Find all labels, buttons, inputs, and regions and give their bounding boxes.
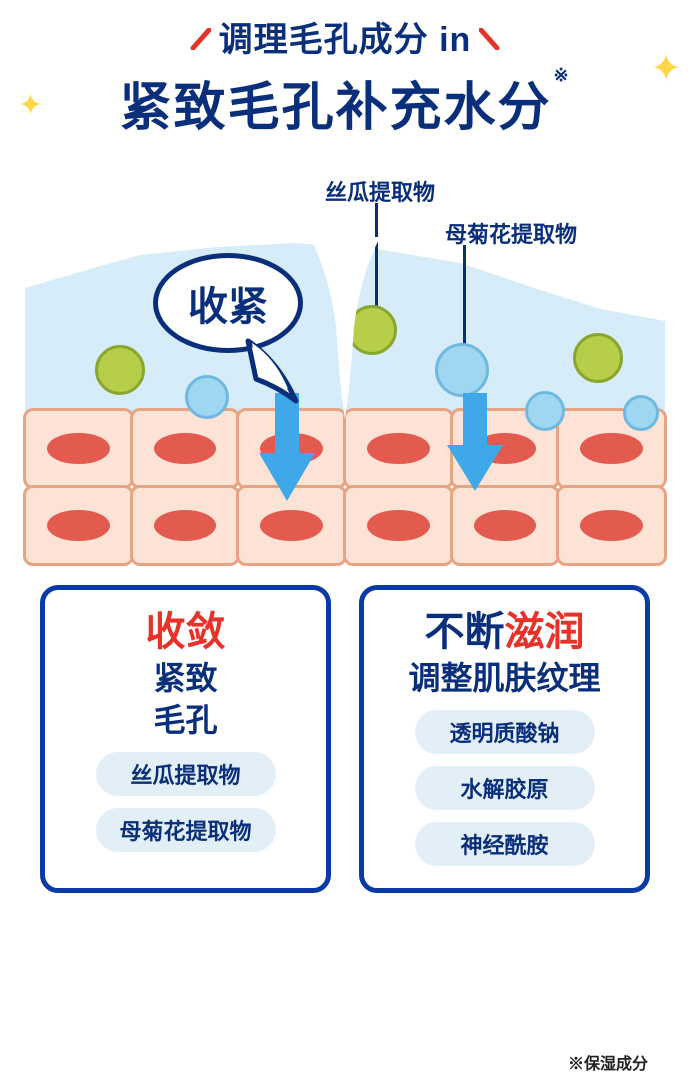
bubble-blue [623,395,659,431]
cell-nucleus [47,433,110,465]
skin-layer [25,410,665,565]
pill-list: 透明质酸钠水解胶原神经酰胺 [378,710,631,866]
box-right-title: 不断滋润 [378,608,631,656]
ingredient-label-1: 丝瓜提取物 [325,175,435,207]
lead-line [463,245,466,355]
cell-nucleus [154,510,217,542]
skin-cell [130,485,241,566]
title-line-1-in: in [429,21,472,59]
title-line-1-pre: 调理毛孔成分 [219,21,429,59]
cell-nucleus [260,510,323,542]
box-left-title: 收敛 [59,608,312,656]
box-left-title-em: 收敛 [146,610,226,654]
skin-cell [130,408,241,489]
cell-nucleus [47,510,110,542]
pore-shape [310,237,380,422]
box-right-title-pre: 不断 [425,610,505,654]
skin-cell [556,485,667,566]
bubble-blue [435,343,489,397]
cell-nucleus [154,433,217,465]
skin-row [25,487,665,564]
info-box-right: 不断滋润 调整肌肤纹理 透明质酸钠水解胶原神经酰胺 [359,585,650,893]
box-right-title-em: 滋润 [505,610,585,654]
speech-bubble: 收紧 [153,253,313,373]
bubble-green [95,345,145,395]
cell-nucleus [474,510,537,542]
ingredient-pill: 透明质酸钠 [415,710,595,754]
ingredient-pill: 神经酰胺 [415,822,595,866]
title-asterisk: ※ [553,65,570,85]
cell-nucleus [367,433,430,465]
title-line-1: 调理毛孔成分 in [219,12,472,61]
sparkle-icon: ✦ [18,88,43,123]
speech-bubble-body: 收紧 [153,253,303,353]
bubble-green [573,333,623,383]
header: 调理毛孔成分 in 紧致毛孔补充水分※ ✦ ✦ [0,0,690,140]
info-box-left: 收敛 紧致 毛孔 丝瓜提取物母菊花提取物 [40,585,331,893]
ingredient-label-2: 母菊花提取物 [445,217,577,249]
skin-diagram: 丝瓜提取物 母菊花提取物 收紧 [25,175,665,565]
accent-stroke-right [479,20,501,42]
box-right-sub1: 调整肌肤纹理 [378,658,631,698]
cell-nucleus [367,510,430,542]
skin-cell [23,408,134,489]
box-left-sub2: 毛孔 [59,700,312,740]
bubble-blue [525,391,565,431]
skin-cell [23,485,134,566]
cell-nucleus [580,510,643,542]
bubble-blue [185,375,229,419]
title-line-2-text: 紧致毛孔补充水分 [119,79,551,137]
pill-list: 丝瓜提取物母菊花提取物 [59,752,312,852]
title-line-2: 紧致毛孔补充水分※ [119,65,570,140]
ingredient-pill: 丝瓜提取物 [96,752,276,796]
sparkle-icon: ✦ [650,46,682,91]
skin-cell [343,485,454,566]
footnote: ※保湿成分 [568,1050,648,1074]
ingredient-pill: 母菊花提取物 [96,808,276,852]
box-left-sub1: 紧致 [59,658,312,698]
speech-text: 收紧 [188,274,268,332]
ingredient-pill: 水解胶原 [415,766,595,810]
down-arrow-icon [445,393,505,498]
info-boxes: 收敛 紧致 毛孔 丝瓜提取物母菊花提取物 不断滋润 调整肌肤纹理 透明质酸钠水解… [0,585,690,893]
accent-stroke-left [189,20,211,42]
cell-nucleus [580,433,643,465]
